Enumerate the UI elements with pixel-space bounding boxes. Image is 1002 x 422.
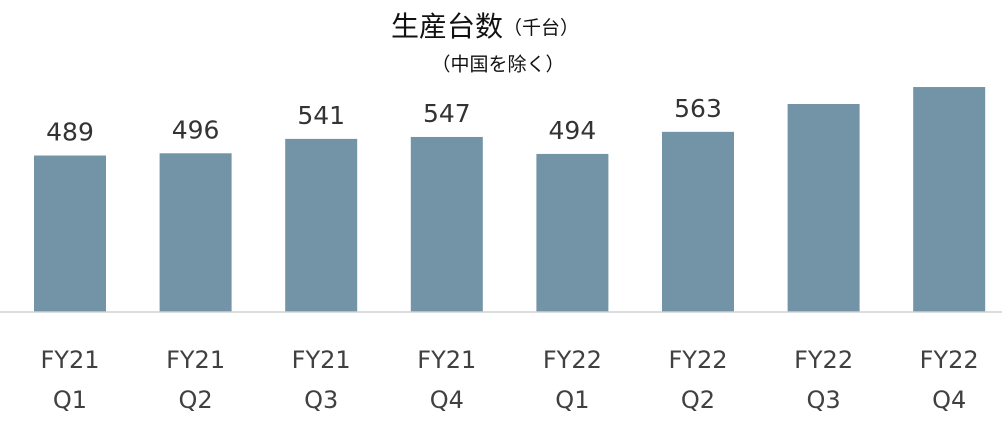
bar <box>536 153 609 312</box>
bar <box>662 131 734 312</box>
subtitle: （中国を除く） <box>431 54 564 76</box>
x-tick-label: FY21 Q1 <box>40 346 100 414</box>
title-main: 生産台数 <box>391 10 503 43</box>
chart-title: 生産台数（千台） <box>391 10 579 43</box>
bar <box>410 136 483 312</box>
x-tick-label: FY21 Q3 <box>291 346 351 414</box>
value-label: 489 <box>46 118 94 147</box>
bar <box>159 153 232 312</box>
x-tick-label: FY22 Q3 <box>794 346 854 414</box>
x-tick-label: FY22 Q2 <box>668 346 728 414</box>
value-label: 541 <box>297 101 345 130</box>
x-tick-label: FY22 Q1 <box>542 346 602 414</box>
title-unit: （千台） <box>503 17 579 39</box>
x-tick-label: FY22 Q4 <box>919 346 979 414</box>
bar <box>913 87 986 312</box>
value-label: 496 <box>172 115 220 144</box>
bar <box>285 138 358 312</box>
bar <box>787 104 860 312</box>
value-label: 563 <box>674 94 722 123</box>
value-label: 547 <box>423 99 471 128</box>
value-label: 494 <box>549 116 597 145</box>
x-tick-label: FY21 Q4 <box>417 346 477 414</box>
bar <box>34 155 106 312</box>
x-tick-label: FY21 Q2 <box>166 346 226 414</box>
